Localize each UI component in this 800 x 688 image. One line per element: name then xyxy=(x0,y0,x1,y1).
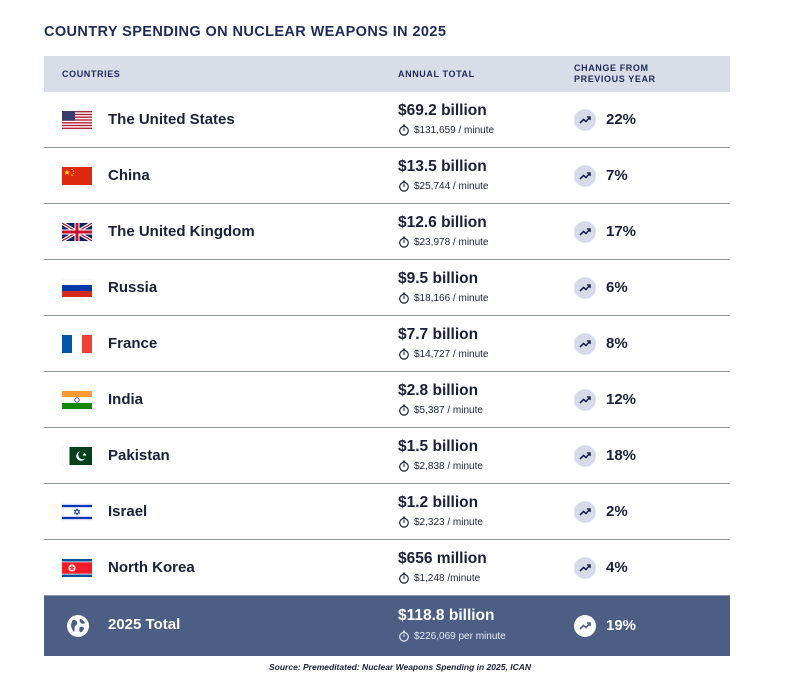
total-label: 2025 Total xyxy=(108,616,181,633)
trend-up-icon xyxy=(574,501,596,523)
change-value: 22% xyxy=(606,111,637,128)
table-row: Israel $1.2 billion $2,323 / minute 2% xyxy=(44,484,730,540)
table-row: China $13.5 billion $25,744 / minute 7% xyxy=(44,148,730,204)
stopwatch-icon xyxy=(399,348,409,360)
pakistan-flag-icon xyxy=(62,447,92,465)
annual-total: $2.8 billion xyxy=(398,382,479,399)
per-minute-value: $2,838 / minute xyxy=(414,460,483,472)
trend-up-icon xyxy=(574,109,596,131)
us-flag-icon xyxy=(62,111,92,129)
spending-table: COUNTRIES ANNUAL TOTAL CHANGE FROM PREVI… xyxy=(44,56,730,656)
trend-up-icon xyxy=(574,615,596,637)
country-name: North Korea xyxy=(108,559,195,576)
stopwatch-icon xyxy=(399,630,409,642)
header-change-line2: PREVIOUS YEAR xyxy=(574,74,656,84)
per-minute-value: $131,659 / minute xyxy=(414,124,495,136)
total-annual: $118.8 billion xyxy=(398,607,495,624)
per-minute-value: $5,387 / minute xyxy=(414,404,483,416)
change-value: 12% xyxy=(606,391,637,408)
per-minute: $23,978 / minute xyxy=(398,236,489,248)
change-value: 18% xyxy=(606,447,637,464)
per-minute-value: $14,727 / minute xyxy=(414,348,489,360)
globe-icon xyxy=(66,614,90,638)
country-name: The United Kingdom xyxy=(108,223,255,240)
change-value: 7% xyxy=(606,167,628,184)
table-row: North Korea $656 million $1,248 /minute … xyxy=(44,540,730,596)
source-note: Source: Premeditated: Nuclear Weapons Sp… xyxy=(269,662,531,672)
table-row: The United Kingdom $12.6 billion $23,978… xyxy=(44,204,730,260)
per-minute: $2,838 / minute xyxy=(398,460,483,472)
trend-up-icon xyxy=(574,333,596,355)
trend-up-icon xyxy=(574,277,596,299)
country-name: Russia xyxy=(108,279,158,296)
trend-up-icon xyxy=(574,165,596,187)
total-change: 19% xyxy=(606,617,637,634)
total-row: 2025 Total $118.8 billion $226,069 per m… xyxy=(44,596,730,656)
country-name: China xyxy=(108,167,150,184)
change-value: 2% xyxy=(606,503,628,520)
per-minute: $5,387 / minute xyxy=(398,404,483,416)
per-minute-value: $18,166 / minute xyxy=(414,292,489,304)
annual-total: $656 million xyxy=(398,550,487,567)
annual-total: $69.2 billion xyxy=(398,102,487,119)
stopwatch-icon xyxy=(399,516,409,528)
country-name: India xyxy=(108,391,144,408)
annual-total: $12.6 billion xyxy=(398,214,487,231)
stopwatch-icon xyxy=(399,572,409,584)
table-header: COUNTRIES ANNUAL TOTAL CHANGE FROM PREVI… xyxy=(44,56,730,92)
annual-total: $1.5 billion xyxy=(398,438,479,455)
trend-up-icon xyxy=(574,445,596,467)
israel-flag-icon xyxy=(62,503,92,521)
country-name: The United States xyxy=(108,111,235,128)
per-minute: $25,744 / minute xyxy=(398,180,489,192)
stopwatch-icon xyxy=(399,404,409,416)
china-flag-icon xyxy=(62,167,92,185)
annual-total: $7.7 billion xyxy=(398,326,479,343)
change-value: 17% xyxy=(606,223,637,240)
stopwatch-icon xyxy=(399,180,409,192)
per-minute-value: $23,978 / minute xyxy=(414,236,489,248)
annual-total: $9.5 billion xyxy=(398,270,479,287)
header-annual-total: ANNUAL TOTAL xyxy=(398,69,475,79)
country-name: Israel xyxy=(108,503,148,520)
per-minute-value: $1,248 /minute xyxy=(414,572,481,584)
north-korea-flag-icon xyxy=(62,559,92,577)
table-row: Russia $9.5 billion $18,166 / minute 6% xyxy=(44,260,730,316)
per-minute: $14,727 / minute xyxy=(398,348,489,360)
table-row: The United States $69.2 billion $131,659… xyxy=(44,92,730,148)
header-change: CHANGE FROM PREVIOUS YEAR xyxy=(574,63,684,85)
stopwatch-icon xyxy=(399,292,409,304)
table-row: France $7.7 billion $14,727 / minute 8% xyxy=(44,316,730,372)
total-per-minute: $226,069 per minute xyxy=(398,630,506,642)
stopwatch-icon xyxy=(399,236,409,248)
india-flag-icon xyxy=(62,391,92,409)
table-row: India $2.8 billion $5,387 / minute 12% xyxy=(44,372,730,428)
stopwatch-icon xyxy=(399,124,409,136)
per-minute-value: $25,744 / minute xyxy=(414,180,489,192)
uk-flag-icon xyxy=(62,223,92,241)
per-minute: $18,166 / minute xyxy=(398,292,489,304)
table-row: Pakistan $1.5 billion $2,838 / minute 18… xyxy=(44,428,730,484)
trend-up-icon xyxy=(574,557,596,579)
header-countries: COUNTRIES xyxy=(62,69,121,79)
annual-total: $13.5 billion xyxy=(398,158,487,175)
per-minute: $2,323 / minute xyxy=(398,516,483,528)
trend-up-icon xyxy=(574,221,596,243)
trend-up-icon xyxy=(574,389,596,411)
stopwatch-icon xyxy=(399,460,409,472)
header-change-line1: CHANGE FROM xyxy=(574,63,649,73)
france-flag-icon xyxy=(62,335,92,353)
country-name: France xyxy=(108,335,158,352)
per-minute-value: $2,323 / minute xyxy=(414,516,483,528)
per-minute: $1,248 /minute xyxy=(398,572,480,584)
change-value: 4% xyxy=(606,559,628,576)
change-value: 6% xyxy=(606,279,628,296)
change-value: 8% xyxy=(606,335,628,352)
annual-total: $1.2 billion xyxy=(398,494,479,511)
per-minute: $131,659 / minute xyxy=(398,124,494,136)
total-per-minute-value: $226,069 per minute xyxy=(414,630,506,642)
country-name: Pakistan xyxy=(108,447,170,464)
russia-flag-icon xyxy=(62,279,92,297)
page-title: COUNTRY SPENDING ON NUCLEAR WEAPONS IN 2… xyxy=(44,24,447,40)
